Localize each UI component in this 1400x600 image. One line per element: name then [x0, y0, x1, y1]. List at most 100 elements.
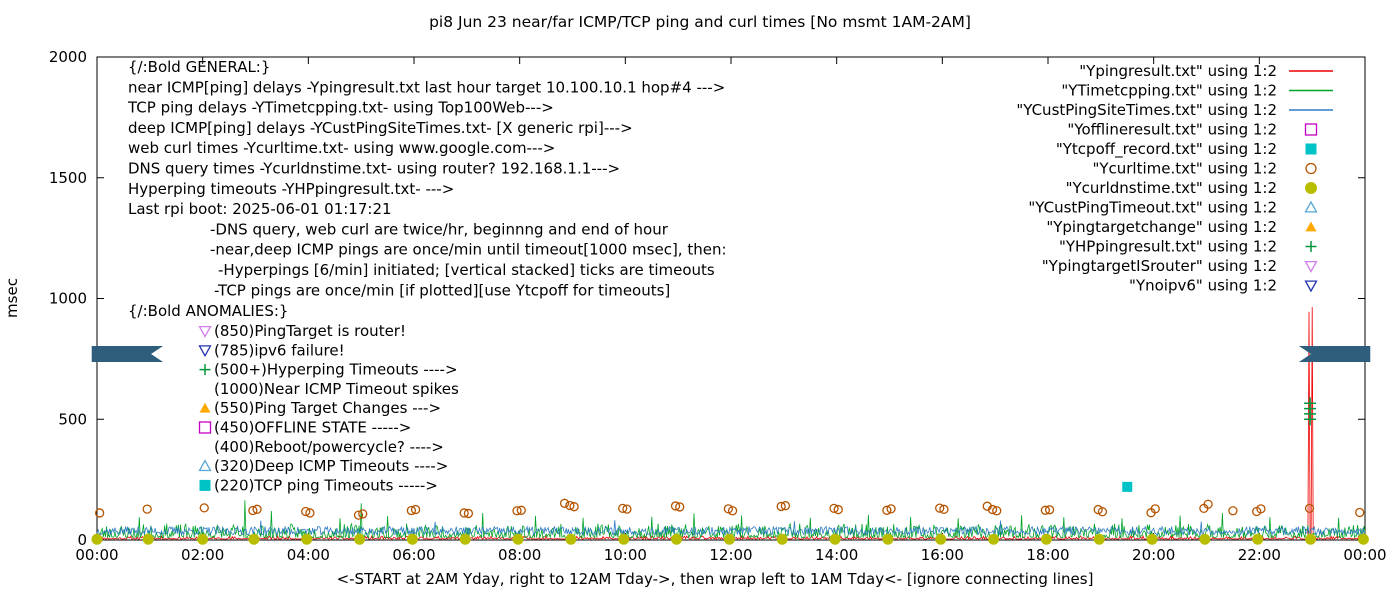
legend-label: "Ycurldnstime.txt" using 1:2 [1066, 179, 1277, 197]
legend-sample-marker [1304, 280, 1318, 293]
x-tick-label: 16:00 [921, 546, 964, 564]
dns-time-point [142, 533, 154, 545]
x-tick-label: 08:00 [498, 546, 541, 564]
x-axis-label: <-START at 2AM Yday, right to 12AM Tday-… [337, 570, 1094, 588]
curl-time-point [1044, 505, 1055, 515]
y-axis-label: msec [3, 278, 21, 318]
anomaly-key-marker [199, 479, 211, 491]
curl-time-point [252, 504, 262, 514]
curl-time-point [410, 504, 421, 515]
general-note-line: near ICMP[ping] delays -Ypingresult.txt … [128, 78, 725, 96]
x-tick-label: 06:00 [392, 546, 435, 564]
legend-sample-marker [1305, 143, 1317, 155]
anomaly-key-marker [199, 402, 211, 413]
curl-time-point [569, 502, 579, 512]
curl-time-point [353, 510, 364, 520]
curl-time-point [1355, 507, 1365, 518]
wrap-indicator-bar [91, 346, 164, 363]
curl-time-point [199, 503, 209, 513]
dns-time-point [197, 533, 209, 545]
anomaly-note-line: (850)PingTarget is router! [214, 322, 406, 340]
x-tick-label: 14:00 [815, 546, 858, 564]
legend-label: "YTimetcpping.txt" using 1:2 [1061, 82, 1277, 100]
legend-sample-marker [1305, 241, 1317, 252]
general-note-indented-line: -near,deep ICMP pings are once/min until… [210, 241, 727, 259]
chart-title: pi8 Jun 23 near/far ICMP/TCP ping and cu… [429, 13, 971, 31]
anomaly-note-line: (550)Ping Target Changes ---> [214, 399, 441, 417]
y-tick-label: 1500 [49, 169, 87, 187]
dns-time-point [829, 533, 841, 545]
curl-time-point [94, 508, 105, 518]
legend-label: "Ypingtargetchange" using 1:2 [1046, 218, 1277, 236]
dns-time-point [512, 533, 524, 545]
anomaly-key-marker [198, 459, 212, 472]
curl-time-point [406, 505, 417, 516]
dns-time-point [1040, 533, 1052, 545]
x-tick-label: 20:00 [1132, 546, 1175, 564]
dns-time-point [618, 533, 630, 545]
dns-time-point [1093, 533, 1105, 545]
x-tick-label: 10:00 [604, 546, 647, 564]
legend-label: "Ynoipv6" using 1:2 [1129, 277, 1277, 295]
curl-time-point [1097, 507, 1108, 517]
curl-time-point [987, 504, 998, 515]
series-deep-icmp-line [96, 520, 1366, 537]
curl-time-point [780, 501, 791, 511]
dns-time-point [1199, 533, 1211, 545]
curl-time-point [618, 503, 628, 514]
dns-time-point [988, 533, 1000, 545]
general-note-indented-line: -Hyperpings [6/min] initiated; [vertical… [218, 261, 715, 279]
curl-time-point [1228, 506, 1238, 516]
curl-time-point [248, 505, 258, 516]
legend-sample-marker [1305, 162, 1317, 175]
anomaly-key-marker [198, 325, 212, 338]
anomaly-key-marker [199, 364, 211, 376]
legend-label: "Ytcpoff_record.txt" using 1:2 [1056, 140, 1277, 159]
x-tick-label: 18:00 [1026, 546, 1069, 564]
x-tick-label: 12:00 [709, 546, 752, 564]
wrap-indicator-bar [1298, 346, 1371, 363]
dns-time-point [671, 533, 683, 545]
curl-time-point [670, 501, 681, 511]
curl-time-point [723, 504, 734, 514]
anomaly-note-line: (785)ipv6 failure! [214, 341, 345, 359]
general-note-line: Hyperping timeouts -YHPpingresult.txt- -… [128, 180, 454, 198]
curl-time-point [622, 504, 632, 514]
anomaly-note-line: (220)TCP ping Timeouts -----> [214, 476, 438, 494]
legend-label: "YCustPingTimeout.txt" using 1:2 [1028, 199, 1277, 217]
legend-sample-marker [1305, 221, 1317, 232]
curl-time-point [1304, 503, 1315, 514]
general-note-line: Last rpi boot: 2025-06-01 01:17:21 [128, 200, 392, 218]
general-note-indented-line: -DNS query, web curl are twice/hr, begin… [210, 220, 669, 238]
curl-time-point [992, 506, 1002, 516]
dns-time-point [935, 533, 947, 545]
dns-time-point [459, 533, 471, 545]
y-tick-label: 0 [77, 531, 87, 549]
tcp-timeout-point [1122, 481, 1133, 492]
dns-time-point [1357, 533, 1369, 545]
y-tick-label: 500 [58, 410, 87, 428]
curl-time-point [565, 500, 575, 511]
general-note-line: DNS query times -Ycurldnstime.txt- using… [128, 160, 620, 178]
legend-label: "Ycurltime.txt" using 1:2 [1092, 160, 1277, 178]
curl-time-point [358, 509, 368, 519]
curl-time-point [305, 508, 315, 518]
curl-time-point [1150, 504, 1160, 514]
curl-time-point [559, 498, 570, 508]
legend-label: "YCustPingSiteTimes.txt" using 1:2 [1016, 101, 1277, 119]
anomaly-key-marker [198, 421, 212, 434]
anomaly-note-line: (400)Reboot/powercycle? ----> [214, 438, 444, 456]
plot-area: 00:00 02:00 04:00 06:00 08:00 10:00 12:00 14:00… [49, 48, 1387, 564]
curl-time-point [142, 504, 152, 514]
legend-sample-marker [1304, 260, 1318, 273]
legend-label: "YpingtargetISrouter" using 1:2 [1042, 257, 1277, 275]
x-tick-label: 00:00 [75, 546, 118, 564]
dns-time-point [354, 533, 366, 545]
curl-time-point [829, 503, 839, 514]
anomaly-note-line: (450)OFFLINE STATE -----> [214, 419, 411, 437]
hyperping-timeout-point [1304, 397, 1317, 410]
dns-time-point [1146, 533, 1158, 545]
anomaly-note-line: (1000)Near ICMP Timeout spikes [214, 380, 459, 398]
